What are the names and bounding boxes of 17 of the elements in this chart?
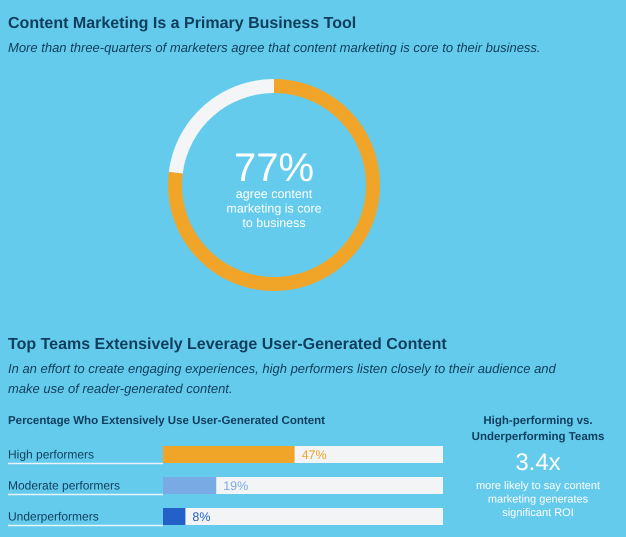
- chart-subtitle: In an effort to create engaging experiences, high performers listen closely to their audience and make use of reader-generated content.: [8, 361, 557, 396]
- data-label: 77%: [234, 146, 314, 190]
- data-label: 47%: [302, 448, 327, 462]
- donut-slice: [168, 79, 380, 291]
- data-label: 8%: [192, 510, 210, 524]
- chart-title: Top Teams Extensively Leverage User-Generated Content: [8, 336, 448, 353]
- y-tick-label: Moderate performers: [8, 478, 120, 492]
- chart-subtitle: More than three-quarters of marketers agree that content marketing is core to their business.: [8, 40, 541, 55]
- y-tick-label: Underperformers: [8, 510, 99, 524]
- data-label: 19%: [223, 479, 248, 493]
- text: 3.4x: [515, 449, 561, 476]
- y-tick-label: High performers: [8, 448, 94, 462]
- chart-title: Content Marketing Is a Primary Business Tool: [8, 15, 356, 32]
- slice-label: agree content marketing is core to business: [226, 187, 322, 230]
- text: High-performing vs. Underperforming Teams: [472, 415, 604, 443]
- text: Percentage Who Extensively Use User-Generated Content: [8, 415, 326, 427]
- text: more likely to say content marketing generates significant ROI: [476, 480, 600, 519]
